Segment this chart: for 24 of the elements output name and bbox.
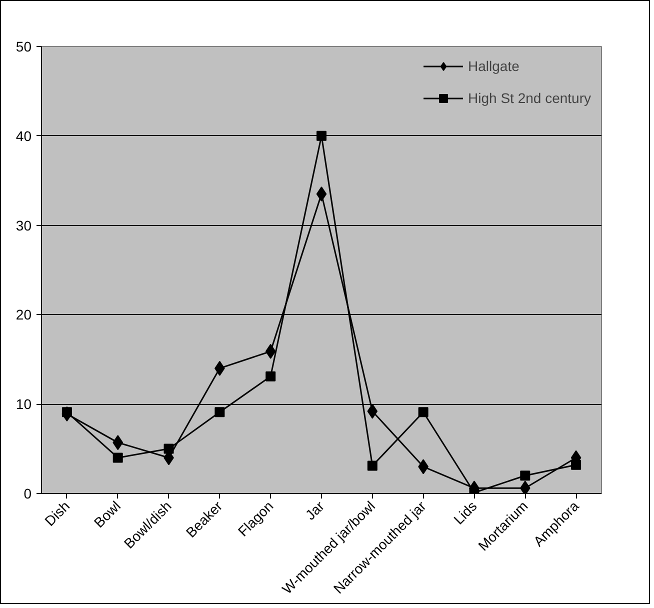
point [367, 404, 378, 419]
y-tick-label: 30 [16, 217, 32, 234]
y-tick-label: 0 [24, 486, 32, 502]
x-tick-label: Dish [41, 498, 73, 529]
point [62, 406, 72, 422]
x-tick-label: Lids [450, 498, 480, 528]
point [265, 344, 276, 359]
y-tick-label: 40 [16, 128, 32, 144]
point [520, 480, 530, 494]
point [418, 407, 428, 418]
legend-label: Hallgate [468, 58, 520, 74]
point [367, 460, 378, 471]
point [112, 435, 124, 450]
y-tick-label: 20 [16, 306, 32, 323]
y-tick-label: 50 [16, 38, 32, 54]
legend-label: High St 2nd century [468, 90, 591, 106]
point [520, 470, 530, 481]
x-tick-label: Jar [302, 498, 328, 523]
y-tick-label: 10 [16, 396, 32, 412]
point [214, 407, 225, 418]
point [266, 371, 276, 382]
point [112, 452, 123, 463]
point [316, 186, 327, 202]
point [316, 130, 326, 141]
